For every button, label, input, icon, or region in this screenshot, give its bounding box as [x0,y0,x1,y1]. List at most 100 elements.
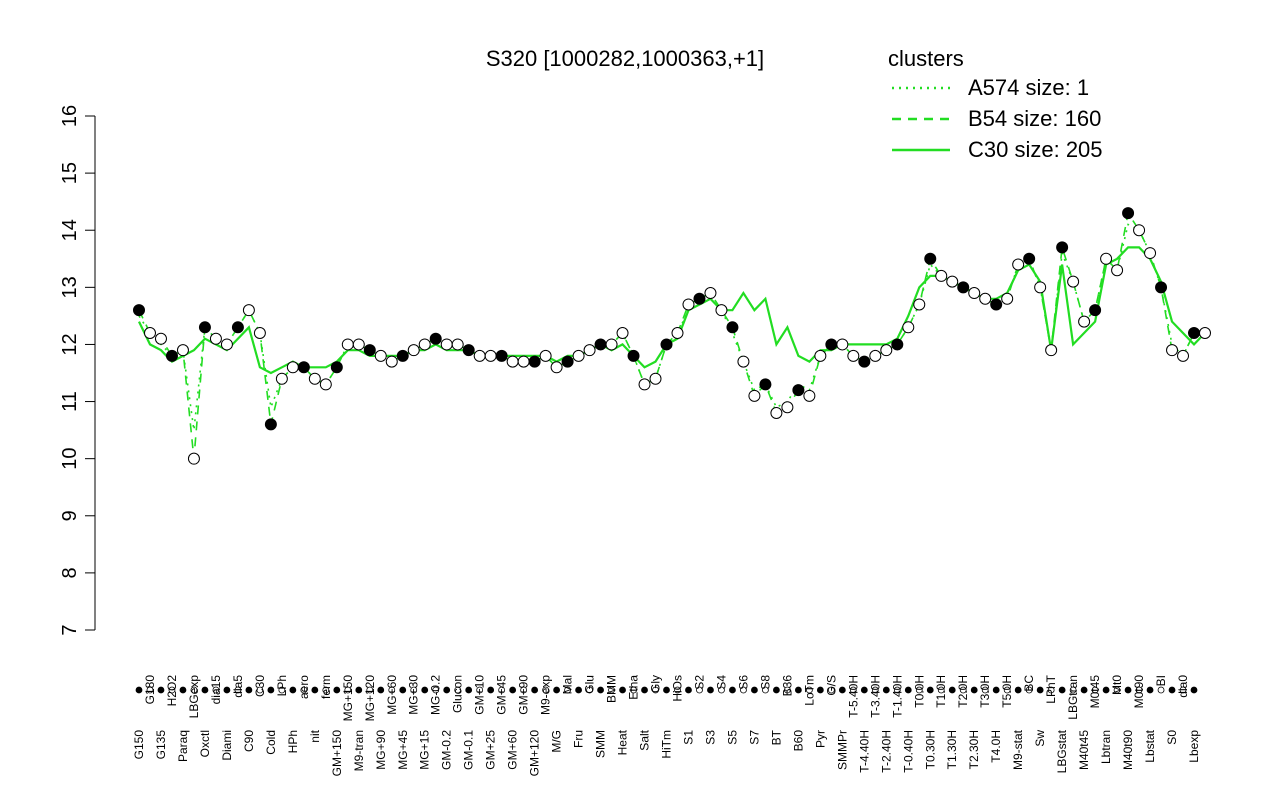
x-tick-label: Lbstat [1143,729,1157,762]
x-tick-label: T-3.40H [868,675,882,718]
x-tick-marker [399,686,407,694]
data-point [440,338,453,351]
x-tick-marker [827,686,835,694]
x-tick-marker [1157,686,1165,694]
data-point [506,355,519,368]
x-tick-marker [498,686,506,694]
x-tick-marker [377,686,385,694]
x-tick-label: Glucon [451,675,465,713]
x-tick-marker [751,686,758,694]
x-tick-label: Etha [627,675,641,700]
data-point [726,321,739,334]
x-tick-marker [1069,686,1077,694]
data-point [825,338,838,351]
data-point [836,338,849,351]
data-point [1056,241,1069,254]
x-tick-label: T0.0H [912,675,926,708]
data-point [154,332,167,345]
y-tick-label: 7 [59,624,81,635]
x-tick-marker [718,686,725,694]
x-tick-marker [1179,686,1187,694]
data-point [913,298,926,311]
x-tick-label: M40t90 [1121,730,1135,770]
x-tick-marker [630,686,637,694]
data-point [847,349,860,362]
x-tick-marker [663,686,670,694]
x-tick-label: MG-0.2 [429,675,443,715]
x-tick-label: S7 [747,730,761,745]
x-tick-marker [970,686,978,694]
data-point [594,338,607,351]
data-point [682,298,695,311]
x-tick-marker [212,686,220,694]
x-tick-marker [1058,686,1066,694]
x-tick-marker [465,686,473,694]
legend: clusters A574 size: 1 B54 size: 160 C30 si… [888,46,1103,162]
data-point [1012,258,1025,271]
data-point [1177,349,1190,362]
data-point [253,327,266,340]
x-tick-label: GM+120 [528,730,542,777]
y-tick-label: 10 [59,448,81,470]
data-point [231,321,244,334]
x-tick-marker [190,686,198,694]
data-point [968,287,981,300]
y-tick-label: 8 [59,567,81,578]
x-tick-label: S0 [1165,730,1179,745]
data-point [803,389,816,402]
series-line-dotted [138,223,1205,431]
y-tick-label: 14 [59,219,81,241]
x-tick-label: T1.0H [934,675,948,708]
data-point [187,452,200,465]
data-point [957,281,970,294]
x-tick-marker [487,686,495,694]
x-tick-label: M9-stat [1011,729,1025,770]
x-tick-label: T1.30H [945,730,959,769]
x-tick-label: BMM [605,675,619,703]
x-tick-marker [509,686,517,694]
data-point [891,338,904,351]
x-tick-marker [1135,686,1143,694]
data-point [1199,327,1211,340]
x-tick-marker [564,686,571,694]
x-tick-marker [278,686,286,694]
data-point [561,355,574,368]
x-tick-label: M0t90 [1132,675,1146,709]
data-point [638,378,651,391]
x-tick-marker [849,686,857,694]
x-tick-marker [432,686,440,694]
data-point [352,338,365,351]
x-tick-marker [256,686,264,694]
x-tick-marker [948,686,956,694]
x-tick-label: Diami [220,730,234,761]
x-tick-label: Glu [583,675,597,694]
chart-title: S320 [1000282,1000363,+1] [486,46,764,71]
x-tick-label: MG+150 [341,675,355,722]
x-tick-marker [476,686,484,694]
x-tick-marker [289,686,297,694]
data-point [660,338,673,351]
x-tick-marker [234,686,242,694]
x-tick-marker [652,686,659,694]
x-tick-label: Lbexp [1187,730,1201,763]
x-tick-marker [926,686,934,694]
data-point [627,349,640,362]
data-point [473,349,486,362]
data-point [1045,344,1058,357]
data-point [209,332,222,345]
data-point [990,298,1003,311]
x-tick-marker [1014,686,1022,694]
data-point [748,389,761,402]
x-tick-label: Pyr [813,730,827,748]
x-tick-label: BI [1154,675,1168,686]
data-point [176,344,189,357]
data-point [671,327,684,340]
x-tick-marker [355,686,363,694]
x-tick-label: T-2.40H [879,730,893,773]
x-tick-label: MG+60 [385,675,399,715]
x-tick-marker [805,686,813,694]
x-tick-marker [553,686,561,694]
data-point [319,378,332,391]
data-point [979,292,992,305]
x-tick-label: S6 [736,675,750,690]
